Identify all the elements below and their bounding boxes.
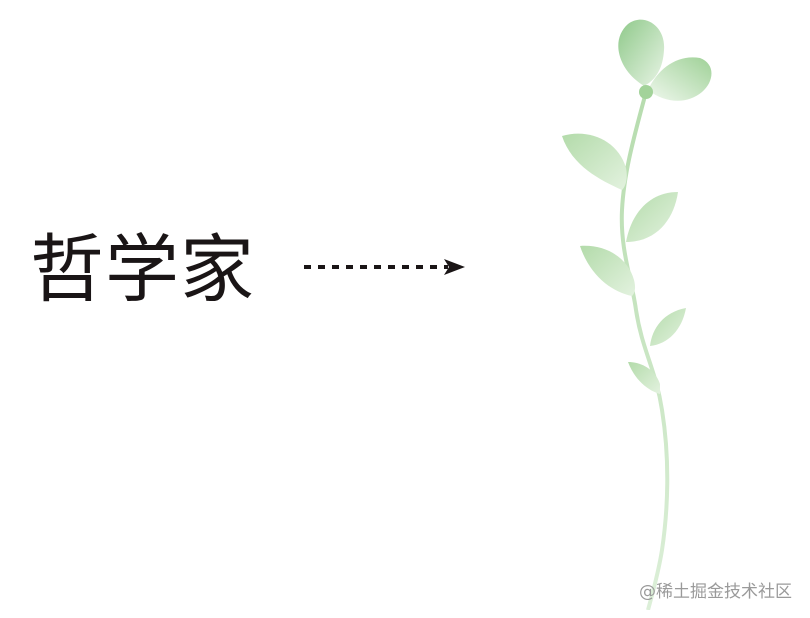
philosopher-word: 哲学家 (30, 227, 255, 313)
plant-sprout-icon (562, 19, 712, 610)
watermark-text: @稀土掘金技术社区 (639, 582, 792, 602)
dotted-arrow-icon (304, 259, 465, 275)
